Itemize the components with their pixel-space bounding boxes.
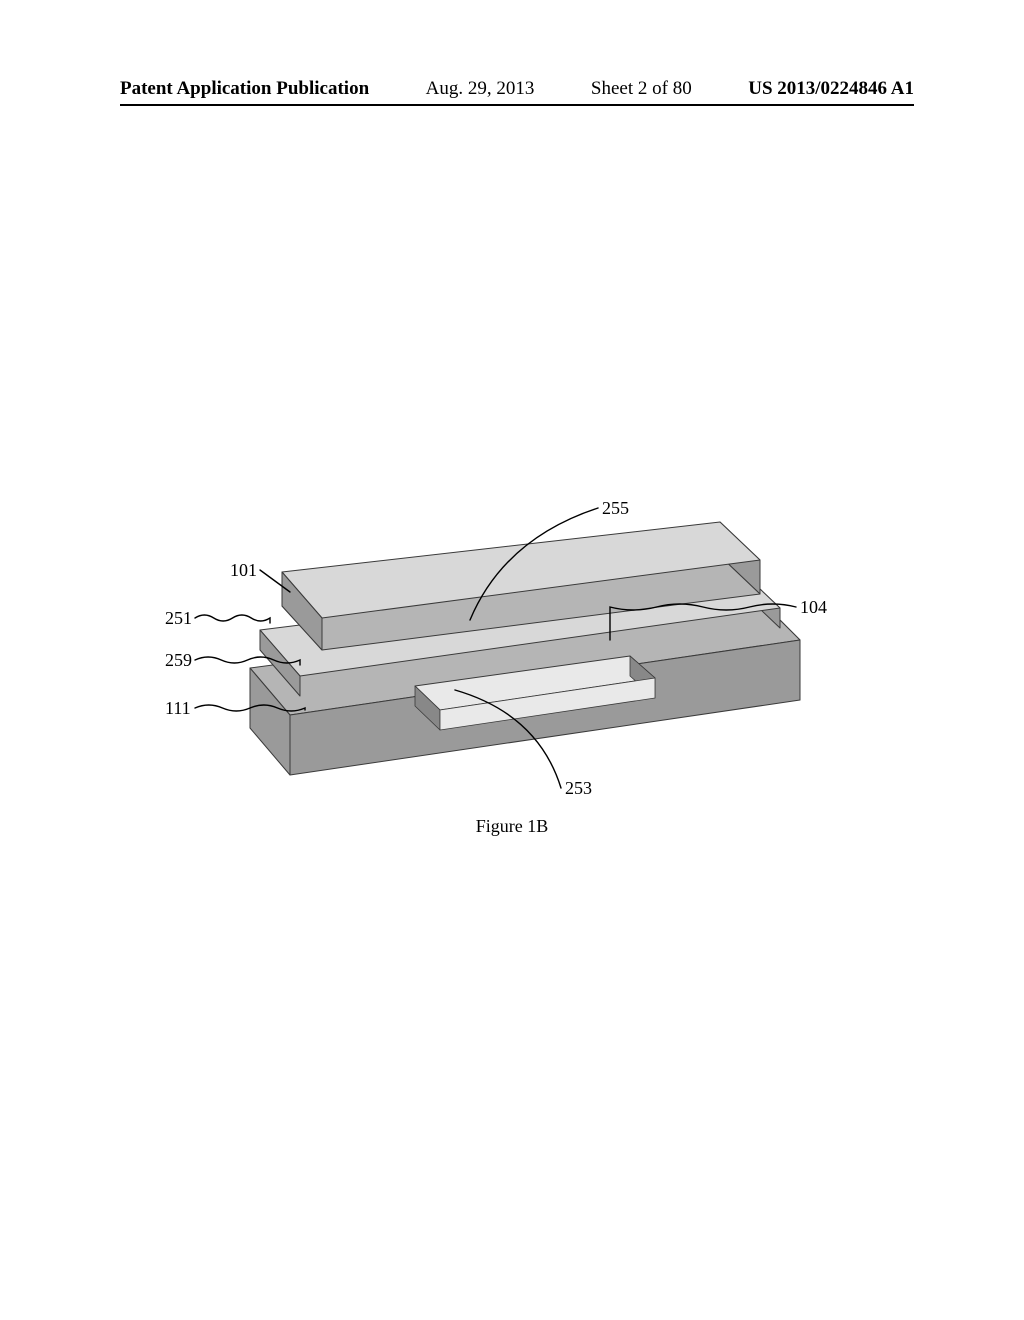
ref-label-259: 259 [165, 650, 192, 671]
page: Patent Application Publication Aug. 29, … [0, 0, 1024, 1320]
figure-drawing [0, 0, 1024, 1320]
ref-label-104: 104 [800, 597, 827, 618]
ref-label-101: 101 [230, 560, 257, 581]
figure-caption: Figure 1B [0, 816, 1024, 837]
ref-label-255: 255 [602, 498, 629, 519]
ref-label-251: 251 [165, 608, 192, 629]
ref-label-111: 111 [165, 698, 191, 719]
ref-label-253: 253 [565, 778, 592, 799]
